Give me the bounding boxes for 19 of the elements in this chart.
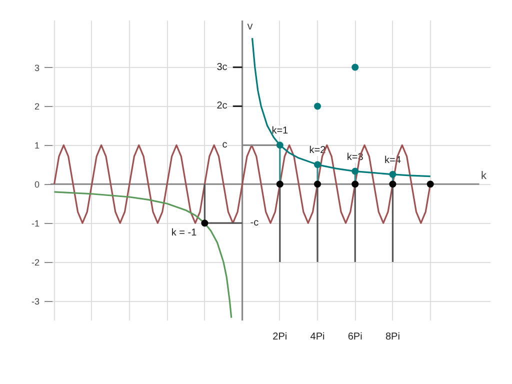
annotation: 2c <box>216 100 228 112</box>
annotation: k = -1 <box>171 228 198 239</box>
y-tick-label: -1 <box>32 218 40 229</box>
x-tick-label: 6Pi <box>348 332 362 342</box>
x-tick-label: 8Pi <box>385 332 400 342</box>
x-axis-title: k <box>481 170 487 182</box>
annotation: -c <box>250 218 259 229</box>
annotation: k=1 <box>272 126 289 137</box>
y-tick-label: 1 <box>34 140 40 151</box>
x-tick-label: 4Pi <box>310 332 325 342</box>
y-tick-label: 0 <box>34 180 40 190</box>
x-tick-label: 2Pi <box>272 332 288 342</box>
y-tick-label: 3 <box>34 62 40 73</box>
y-tick-label: -2 <box>32 258 40 268</box>
y-axis-title: v <box>247 20 254 32</box>
y-tick-label: 2 <box>34 102 40 112</box>
y-tick-label: -3 <box>32 296 40 307</box>
annotation: c <box>222 140 228 151</box>
annotation: 3c <box>216 62 228 73</box>
